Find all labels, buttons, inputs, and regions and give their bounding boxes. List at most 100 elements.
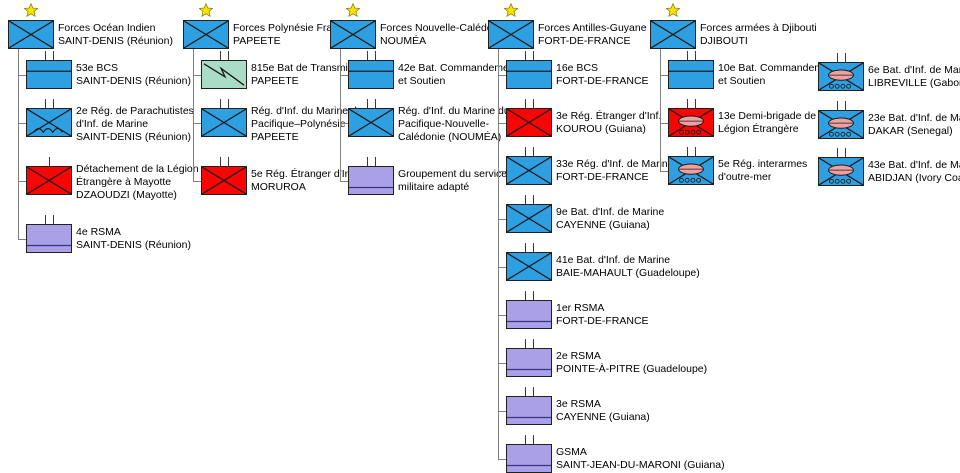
echelon-marks-icon [668, 51, 714, 60]
unit-label: 815e Bat de Transmission PAPEETE [251, 62, 372, 88]
unit-symbol-box [506, 396, 552, 425]
unit-label: 13e Demi-brigade de la Légion Étrangère [718, 110, 827, 136]
unit-name-line: 3e Rég. Étranger d'Inf. [556, 110, 662, 122]
header-forces-polynesie-francaise[interactable]: Forces Polynésie Française PAPEETE [183, 3, 363, 49]
unit-symbol-box [668, 156, 714, 185]
unit-location-line: ABIDJAN (Ivory Coast) [868, 172, 960, 184]
unit-name-line: 42e Bat. Commandement [398, 62, 518, 74]
unit-location-line: MORUROA [251, 181, 306, 193]
unit-name-line: 16e BCS [556, 62, 599, 74]
header-forces-antilles-guyane[interactable]: Forces Antilles-Guyane FORT-DE-FRANCE [488, 3, 647, 49]
unit-label: 23e Bat. d'Inf. de MarineDAKAR (Senegal) [868, 112, 960, 138]
unit-name-line: 2e Rég. de Parachutistes [76, 105, 194, 117]
unit-9e-bima[interactable]: 9e Bat. d'Inf. de Marine CAYENNE (Guiana) [506, 195, 664, 233]
unit-symbol-box [183, 20, 229, 49]
unit-symbol-box [8, 20, 54, 49]
tree-branch [340, 75, 348, 76]
command-star-icon [346, 3, 360, 17]
unit-name-line: 6e Bat. d'Inf. de Marine [868, 64, 960, 76]
unit-label: 1er RSMA FORT-DE-FRANCE [556, 302, 649, 328]
tree-spine [193, 49, 194, 181]
unit-symbol-box [348, 166, 394, 195]
echelon-marks-icon [668, 99, 714, 108]
unit-42e-bat-commandement-soutien[interactable]: 42e Bat. Commandement et Soutien [348, 51, 518, 89]
unit-name-line: 23e Bat. d'Inf. de Marine [868, 112, 960, 124]
echelon-marks-icon [506, 99, 552, 108]
unit-gsma[interactable]: GSMA SAINT-JEAN-DU-MARONI (Guiana) [506, 435, 725, 473]
unit-label: 4e RSMA SAINT-DENIS (Réunion) [76, 226, 191, 252]
unit-location-line: militaire adapté [398, 181, 470, 193]
unit-label: 3e RSMA CAYENNE (Guiana) [556, 398, 650, 424]
unit-2e-rsma[interactable]: 2e RSMA POINTE-À-PITRE (Guadeloupe) [506, 339, 707, 377]
command-star-icon [666, 3, 680, 17]
unit-name-line: 33e Rég. d'Inf. de Marine [556, 158, 674, 170]
echelon-marks-icon [818, 101, 864, 110]
unit-name-line: 5e Rég. Étranger d'Inf. [251, 168, 357, 180]
unit-location-line: SAINT-DENIS (Réunion) [76, 239, 191, 251]
unit-label: Forces Nouvelle-Calédonie NOUMÉA [380, 22, 507, 48]
unit-detachement-legion-mayotte[interactable]: Détachement de la Légion Étrangère à Mayo… [26, 157, 199, 201]
unit-name-line: Forces Antilles-Guyane [538, 22, 647, 34]
echelon-marks-icon [201, 51, 247, 60]
unit-3e-rsma[interactable]: 3e RSMA CAYENNE (Guiana) [506, 387, 650, 425]
header-forces-nouvelle-caledonie[interactable]: Forces Nouvelle-Calédonie NOUMÉA [330, 3, 507, 49]
unit-23e-bima[interactable]: 23e Bat. d'Inf. de MarineDAKAR (Senegal) [818, 101, 960, 139]
unit-name-line: 3e RSMA [556, 398, 601, 410]
unit-symbol-box [348, 60, 394, 89]
unit-rimap-nouvelle-caledonie[interactable]: Rég. d'Inf. du Marine du Pacifique-Nouvel… [348, 99, 510, 143]
unit-symbol-box [506, 204, 552, 233]
unit-label: Détachement de la Légion Étrangère à Mayo… [76, 163, 199, 202]
tree-spine [498, 49, 499, 459]
echelon-marks-icon [506, 339, 552, 348]
unit-815e-bat-transmission[interactable]: 815e Bat de Transmission PAPEETE [201, 51, 372, 89]
echelon-marks-icon [506, 147, 552, 156]
unit-13e-dble[interactable]: 13e Demi-brigade de la Légion Étrangère [668, 99, 827, 137]
unit-3e-rei[interactable]: 3e Rég. Étranger d'Inf. KOUROU (Guiana) [506, 99, 661, 137]
unit-location-line: DJIBOUTI [700, 35, 748, 47]
unit-label: Forces Antilles-Guyane FORT-DE-FRANCE [538, 22, 647, 48]
unit-location-line: POINTE-À-PITRE (Guadeloupe) [556, 363, 708, 375]
tree-spine [340, 49, 341, 181]
unit-location-line: BAIE-MAHAULT (Guadeloupe) [556, 267, 700, 279]
unit-6e-bima[interactable]: 6e Bat. d'Inf. de MarineLIBREVILLE (Gabo… [818, 53, 960, 91]
unit-symbol-box [201, 60, 247, 89]
command-star-icon [504, 3, 518, 17]
tree-branch [340, 181, 348, 182]
unit-5e-rei[interactable]: 5e Rég. Étranger d'Inf. MORUROA [201, 157, 356, 195]
tree-branch [340, 123, 348, 124]
echelon-marks-icon [818, 148, 864, 157]
unit-symbol-box [506, 444, 552, 473]
unit-33e-rima[interactable]: 33e Rég. d'Inf. de Marine FORT-DE-FRANCE [506, 147, 674, 185]
unit-label: Forces armées à Djibouti DJIBOUTI [700, 22, 817, 48]
unit-10e-bat-commandement-soutien[interactable]: 10e Bat. Commandement et Soutien [668, 51, 838, 89]
unit-location-line: FORT-DE-FRANCE [538, 35, 631, 47]
unit-1er-rsma[interactable]: 1er RSMA FORT-DE-FRANCE [506, 291, 649, 329]
unit-symbol-box [201, 166, 247, 195]
unit-name-line: Rég. d'Inf. du Marine du [251, 105, 363, 117]
unit-4e-rsma[interactable]: 4e RSMA SAINT-DENIS (Réunion) [26, 215, 191, 253]
unit-label: 16e BCS FORT-DE-FRANCE [556, 62, 649, 88]
unit-rimap-polynesie[interactable]: Rég. d'Inf. du Marine du Pacifique–Polyné… [201, 99, 363, 143]
tree-spine [18, 49, 19, 239]
unit-name-line: Forces armées à Djibouti [700, 22, 817, 34]
unit-label: Groupement du service militaire adapté [398, 168, 507, 194]
tree-branch [18, 239, 26, 240]
unit-16e-bcs[interactable]: 16e BCS FORT-DE-FRANCE [506, 51, 649, 89]
unit-43e-bima[interactable]: 43e Bat. d'Inf. de MarineABIDJAN (Ivory … [818, 148, 960, 186]
tree-branch [498, 75, 506, 76]
unit-symbol-box [330, 20, 376, 49]
unit-53e-bcs[interactable]: 53e BCS SAINT-DENIS (Réunion) [26, 51, 191, 89]
unit-2e-rpima[interactable]: 2e Rég. de Parachutistes d'Inf. de Marine… [26, 99, 194, 143]
unit-41e-bima[interactable]: 41e Bat. d'Inf. de Marine BAIE-MAHAULT (G… [506, 243, 700, 281]
unit-symbol-box [650, 20, 696, 49]
unit-5e-riaom[interactable]: 5e Rég. interarmes d'outre-mer [668, 147, 807, 185]
unit-location-line: SAINT-DENIS (Réunion) [76, 75, 191, 87]
unit-location-line: FORT-DE-FRANCE [556, 315, 649, 327]
unit-location-line: et Soutien [398, 75, 446, 87]
header-forces-ocean-indien[interactable]: Forces Océan Indien SAINT-DENIS (Réunion) [8, 3, 173, 49]
unit-label: 9e Bat. d'Inf. de Marine CAYENNE (Guiana) [556, 206, 664, 232]
unit-groupement-service-militaire-adapte[interactable]: Groupement du service militaire adapté [348, 157, 507, 195]
unit-location-line: Pacifique–Polynésie [251, 118, 346, 130]
header-forces-armees-djibouti[interactable]: Forces armées à Djibouti DJIBOUTI [650, 3, 817, 49]
unit-location-line: Légion Étrangère [718, 123, 799, 135]
